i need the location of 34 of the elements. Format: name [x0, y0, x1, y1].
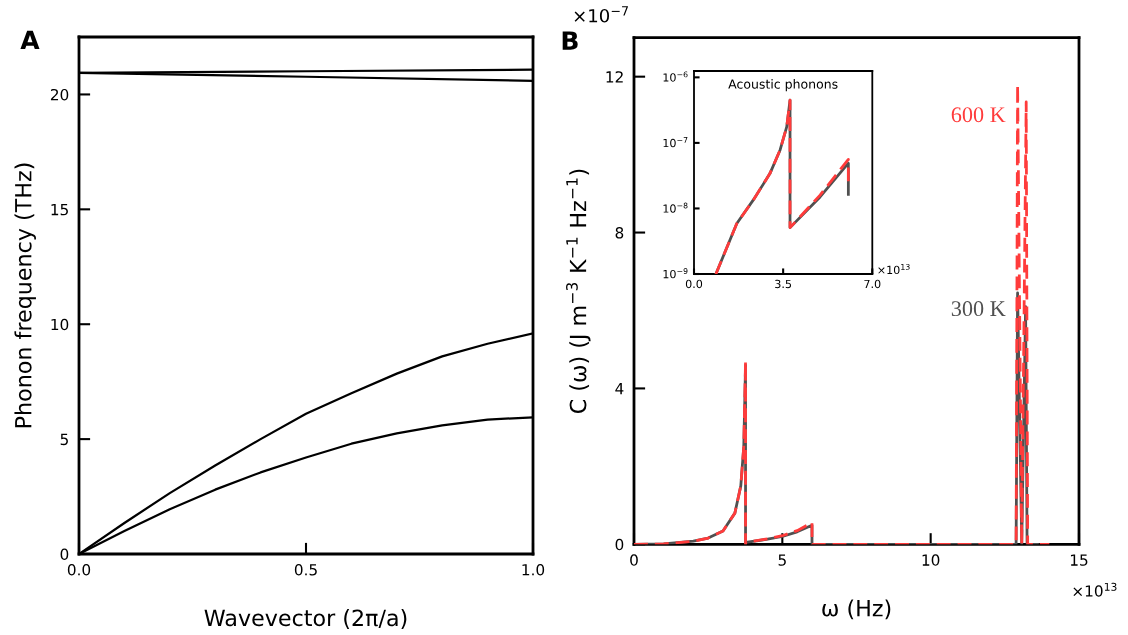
y-tick-label: 15 [51, 204, 68, 216]
x-tick-label: 3.5 [775, 279, 792, 289]
x-tick-label: 10 [922, 554, 940, 566]
y-axis-title: Phonon frequency (THz) [14, 163, 36, 428]
text: B [562, 31, 578, 50]
y-tick-label: 20 [50, 88, 69, 101]
y-tick-label: 10$^{−9}$ [663, 268, 688, 279]
series-label: 300 K [951, 301, 1006, 317]
y-tick-label: 10$^{−8}$ [663, 202, 688, 213]
y-tick-label: 10 [51, 318, 69, 331]
x-tick-label: 0 [630, 554, 638, 566]
y-tick-label: 0 [615, 538, 624, 551]
annotation: ×10$^{13}$ [878, 263, 910, 275]
text: Acoustic phonons [728, 79, 838, 92]
text: ×10$^{−7}$ [574, 6, 628, 23]
x-tick-label: 0.5 [294, 563, 317, 576]
y-tick-label: 12 [606, 71, 623, 83]
x-tick-label: 0.0 [685, 279, 703, 289]
x-tick-label: 7.0 [864, 279, 881, 289]
x-tick-label: 5 [778, 554, 786, 566]
x-axis-title: Wavevector (2π/a) [204, 609, 407, 629]
series-label: 600 K [951, 107, 1006, 123]
text: A [20, 30, 40, 50]
y-tick-label: 10$^{−6}$ [663, 71, 688, 82]
y-tick-label: 5 [60, 433, 68, 446]
y-tick-label: 10$^{−7}$ [663, 137, 688, 148]
y-tick-label: 4 [615, 383, 624, 395]
y-tick-label: 8 [615, 227, 624, 239]
text: ×10$^{13}$ [1073, 582, 1117, 597]
x-tick-label: 0.0 [67, 563, 91, 576]
x-axis-title: ω (Hz) [822, 599, 891, 620]
x-tick-label: 15 [1070, 554, 1088, 566]
y-axis-title: C (ω) (J m$^{−3}$ K$^{−1}$ Hz$^{−1}$) [566, 169, 591, 414]
x-tick-label: 1.0 [522, 563, 545, 576]
